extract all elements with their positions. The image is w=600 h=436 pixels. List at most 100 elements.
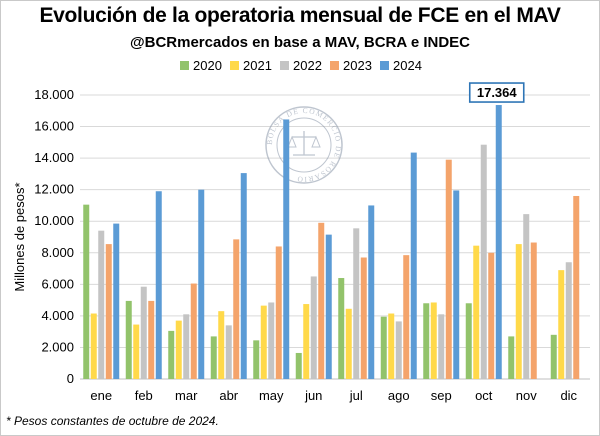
bar-2024-oct: 2024 oct: [495, 105, 502, 379]
footnote: * Pesos constantes de octubre de 2024.: [6, 414, 219, 428]
bar-2021-dic: 2021 dic: [558, 270, 565, 379]
bar-2024-jun: 2024 jun: [325, 234, 332, 379]
bar-2020-mar: 2020 mar: [168, 330, 175, 379]
legend-swatch: [180, 61, 189, 70]
y-tick-label: 16.000: [34, 119, 74, 134]
legend-label: 2021: [243, 58, 272, 73]
bar-2022-dic: 2022 dic: [565, 262, 572, 379]
y-tick-label: 18.000: [34, 87, 74, 102]
legend-item-2024: 2024: [380, 58, 422, 73]
watermark-seal-logo: BOLSA DE COMERCIO DE ROSARIO: [265, 106, 343, 184]
data-label-callout: 17.364: [468, 82, 525, 103]
x-tick-label: jul: [349, 388, 363, 403]
bar-2021-nov: 2021 nov: [515, 244, 522, 379]
legend-swatch: [380, 61, 389, 70]
bar-2020-oct: 2020 oct: [465, 303, 472, 379]
bar-2023-ene: 2023 ene: [105, 244, 112, 379]
bar-2022-may: 2022 may: [268, 302, 275, 379]
bar-2022-abr: 2022 abr: [225, 325, 232, 379]
bar-2023-ago: 2023 ago: [403, 255, 410, 379]
data-label: 17.364: [477, 85, 518, 100]
y-tick-label: 2.000: [41, 339, 74, 354]
bar-2023-may: 2023 may: [275, 246, 282, 379]
x-tick-label: may: [259, 388, 284, 403]
bar-2020-jun: 2020 jun: [295, 352, 302, 379]
bar-2022-jun: 2022 jun: [310, 276, 317, 379]
bar-2021-ene: 2021 ene: [90, 313, 97, 379]
bar-2022-feb: 2022 feb: [140, 286, 147, 379]
bar-2021-feb: 2021 feb: [133, 324, 140, 379]
bar-2020-may: 2020 may: [253, 340, 260, 379]
bar-2021-may: 2021 may: [260, 305, 267, 379]
bar-2024-may: 2024 may: [283, 119, 290, 379]
x-tick-label: feb: [135, 388, 153, 403]
legend-item-2023: 2023: [330, 58, 372, 73]
bar-2022-oct: 2022 oct: [480, 144, 487, 379]
bar-2020-ene: 2020 ene: [83, 204, 90, 379]
bar-2024-abr: 2024 abr: [240, 173, 247, 379]
y-tick-label: 6.000: [41, 276, 74, 291]
bar-2020-ago: 2020 ago: [380, 316, 387, 379]
y-tick-label: 10.000: [34, 213, 74, 228]
y-tick-label: 0: [67, 371, 74, 386]
bar-2022-sep: 2022 sep: [438, 314, 445, 379]
bar-2020-sep: 2020 sep: [423, 303, 430, 379]
legend-label: 2022: [293, 58, 322, 73]
legend-label: 2023: [343, 58, 372, 73]
bar-2024-sep: 2024 sep: [453, 190, 460, 379]
x-tick-label: nov: [516, 388, 537, 403]
legend-label: 2020: [193, 58, 222, 73]
bar-2022-ago: 2022 ago: [395, 321, 402, 379]
bar-2023-jun: 2023 jun: [318, 222, 325, 379]
y-tick-label: 12.000: [34, 182, 74, 197]
bar-2023-mar: 2023 mar: [190, 283, 197, 379]
bar-2020-nov: 2020 nov: [508, 336, 515, 379]
bar-2022-jul: 2022 jul: [353, 228, 360, 379]
legend-swatch: [230, 61, 239, 70]
bar-2023-nov: 2023 nov: [530, 242, 537, 379]
bar-2023-sep: 2023 sep: [445, 159, 452, 379]
bar-2021-mar: 2021 mar: [175, 320, 182, 379]
x-tick-label: ago: [388, 388, 410, 403]
bar-2020-feb: 2020 feb: [125, 300, 132, 379]
legend-item-2022: 2022: [280, 58, 322, 73]
bar-2021-sep: 2021 sep: [430, 302, 437, 379]
legend-label: 2024: [393, 58, 422, 73]
bar-2024-ene: 2024 ene: [113, 223, 120, 379]
bar-2021-oct: 2021 oct: [473, 245, 480, 379]
bar-2023-oct: 2023 oct: [488, 252, 495, 379]
bar-2020-abr: 2020 abr: [210, 336, 217, 379]
chart-title: Evolución de la operatoria mensual de FC…: [39, 4, 561, 27]
legend-swatch: [280, 61, 289, 70]
x-tick-label: mar: [175, 388, 198, 403]
bar-2024-ago: 2024 ago: [410, 152, 417, 379]
chart-subtitle: @BCRmercados en base a MAV, BCRA e INDEC: [130, 34, 470, 51]
bar-2022-mar: 2022 mar: [183, 314, 190, 379]
bars: 2020 ene2021 ene2022 ene2023 ene2024 ene…: [83, 105, 580, 379]
bar-2021-jun: 2021 jun: [303, 304, 310, 379]
legend-item-2021: 2021: [230, 58, 272, 73]
bar-2021-jul: 2021 jul: [345, 308, 352, 379]
bar-2020-jul: 2020 jul: [338, 278, 345, 379]
bar-2023-dic: 2023 dic: [573, 195, 580, 379]
bar-2024-jul: 2024 jul: [368, 205, 375, 379]
x-tick-label: jun: [304, 388, 322, 403]
bar-2022-nov: 2022 nov: [523, 214, 530, 379]
legend-swatch: [330, 61, 339, 70]
y-axis-label: Millones de pesos*: [12, 182, 27, 291]
legend-item-2020: 2020: [180, 58, 222, 73]
bar-2020-dic: 2020 dic: [550, 334, 557, 379]
bar-2024-feb: 2024 feb: [155, 191, 162, 379]
y-tick-label: 8.000: [41, 245, 74, 260]
y-tick-label: 4.000: [41, 308, 74, 323]
bar-2022-ene: 2022 ene: [98, 230, 105, 379]
bar-2021-abr: 2021 abr: [218, 311, 225, 379]
x-tick-label: oct: [475, 388, 493, 403]
x-tick-label: sep: [431, 388, 452, 403]
bar-2023-abr: 2023 abr: [233, 239, 240, 379]
bar-2023-jul: 2023 jul: [360, 257, 367, 379]
legend: 2020 2021 2022 2023 2024: [180, 58, 422, 73]
bar-2024-mar: 2024 mar: [198, 189, 205, 379]
x-tick-label: dic: [560, 388, 577, 403]
